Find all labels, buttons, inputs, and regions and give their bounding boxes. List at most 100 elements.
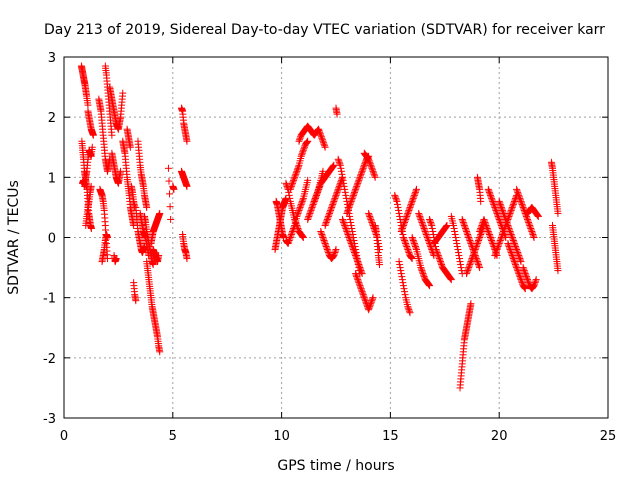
data-point — [534, 212, 542, 220]
data-point — [349, 246, 357, 254]
data-point — [396, 212, 404, 220]
data-point — [340, 218, 348, 226]
data-point — [427, 218, 435, 226]
data-point — [523, 276, 531, 284]
data-point — [352, 270, 360, 278]
data-point — [488, 238, 496, 246]
data-point — [299, 233, 307, 241]
data-point — [408, 197, 416, 205]
data-point — [315, 185, 323, 193]
data-point — [436, 256, 444, 264]
data-point — [526, 221, 534, 229]
data-point — [352, 271, 360, 279]
data-point — [409, 196, 417, 204]
data-point — [516, 274, 524, 282]
data-point — [468, 255, 476, 263]
data-point — [515, 191, 523, 199]
data-point — [341, 188, 349, 196]
data-point — [351, 250, 359, 258]
data-point — [318, 136, 326, 144]
data-point — [510, 238, 518, 246]
data-point — [359, 164, 367, 172]
data-point — [359, 291, 367, 299]
data-point — [531, 280, 539, 288]
x-tick-label: 15 — [382, 429, 399, 444]
data-point — [521, 268, 529, 276]
data-point — [342, 191, 350, 199]
data-point — [307, 206, 315, 214]
data-point — [518, 199, 526, 207]
data-point — [331, 247, 339, 255]
data-point — [492, 247, 500, 255]
y-tick-label: 0 — [48, 232, 56, 247]
data-point — [420, 224, 428, 232]
data-point — [476, 264, 484, 272]
data-point — [504, 241, 512, 249]
data-point — [510, 240, 518, 248]
data-point — [530, 282, 538, 290]
data-point — [521, 284, 529, 292]
data-point — [183, 137, 191, 145]
data-point — [519, 264, 527, 272]
data-point — [303, 139, 311, 147]
data-point — [523, 214, 531, 222]
data-point — [456, 258, 464, 266]
data-point — [366, 158, 374, 166]
data-point — [365, 306, 373, 314]
data-point — [527, 224, 535, 232]
data-point — [132, 297, 140, 305]
data-point — [482, 220, 490, 228]
data-point — [405, 307, 413, 315]
data-point — [341, 223, 349, 231]
data-point — [514, 267, 522, 275]
data-point — [346, 215, 354, 223]
data-point — [404, 246, 412, 254]
data-point — [170, 185, 178, 193]
data-point — [466, 238, 474, 246]
data-point — [483, 224, 491, 232]
data-point — [529, 283, 537, 291]
data-point — [164, 164, 172, 172]
data-point — [395, 258, 403, 266]
data-point — [354, 178, 362, 186]
data-point — [477, 224, 485, 232]
data-point — [489, 199, 497, 207]
data-point — [342, 226, 350, 234]
data-point — [496, 238, 504, 246]
data-point — [396, 264, 404, 272]
data-point — [89, 131, 97, 139]
data-point — [402, 240, 410, 248]
data-point — [165, 177, 173, 185]
data-point — [405, 205, 413, 213]
data-point — [317, 229, 325, 237]
data-point — [345, 203, 353, 211]
data-point — [399, 282, 407, 290]
data-point — [324, 249, 332, 257]
data-point — [288, 181, 296, 189]
data-point — [411, 190, 419, 198]
data-point — [321, 143, 329, 151]
data-point — [513, 265, 521, 273]
data-point — [334, 155, 342, 163]
data-point — [400, 285, 408, 293]
data-point — [504, 223, 512, 231]
data-point — [514, 188, 522, 196]
data-point — [87, 182, 95, 190]
data-point — [330, 196, 338, 204]
data-point — [329, 163, 337, 171]
data-point — [407, 200, 415, 208]
data-point — [454, 249, 462, 257]
data-point — [401, 217, 409, 225]
data-point — [347, 218, 355, 226]
data-point — [337, 167, 345, 175]
data-point — [343, 227, 351, 235]
data-point — [470, 249, 478, 257]
data-point — [484, 185, 492, 193]
data-point — [506, 244, 514, 252]
data-point — [350, 188, 358, 196]
data-point — [406, 203, 414, 211]
data-point — [366, 160, 374, 168]
data-point — [524, 277, 532, 285]
data-point — [315, 127, 323, 135]
